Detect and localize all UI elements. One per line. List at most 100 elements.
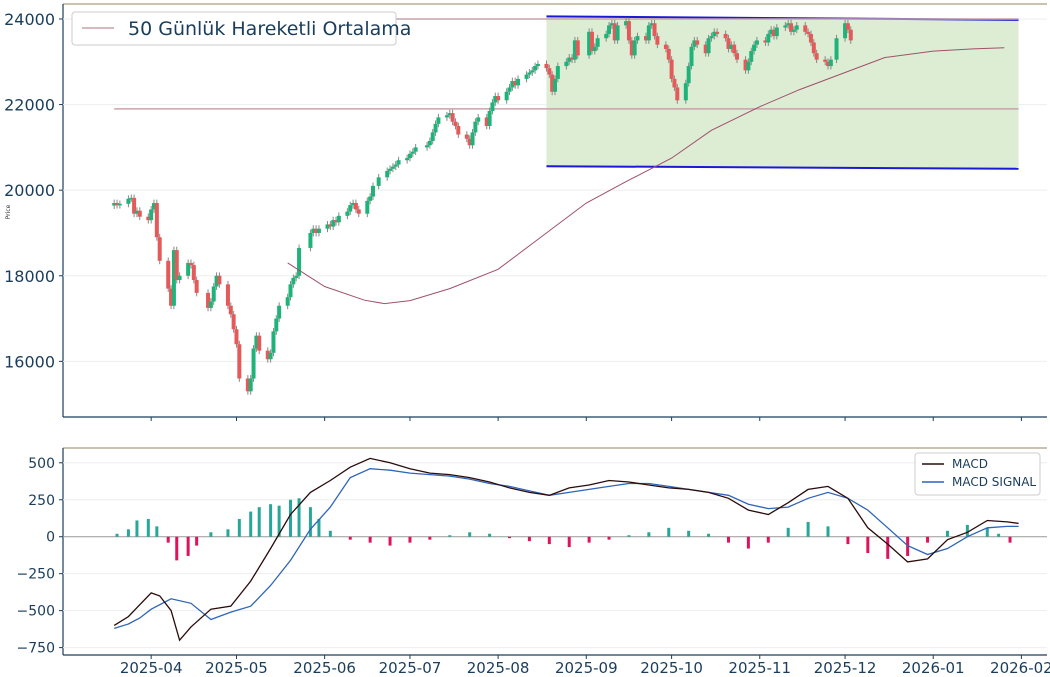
candle-body (612, 23, 617, 41)
candle-body (609, 23, 614, 26)
candle-body (396, 160, 401, 165)
macd-histogram-bar (567, 536, 571, 548)
candle-body (672, 78, 677, 88)
candle-body (169, 288, 174, 306)
candle-body (188, 262, 193, 266)
price-legend-box (71, 11, 397, 46)
candle-body (754, 40, 759, 45)
macd-histogram-bar (866, 536, 870, 553)
candle-body (848, 29, 853, 41)
candle-body (629, 40, 634, 56)
macd-histogram-bar (146, 518, 150, 537)
candle-body (368, 196, 373, 201)
candle-body (348, 205, 353, 212)
macd-histogram-bar (826, 526, 830, 537)
candle-body (351, 203, 356, 206)
macd-line (113, 457, 1019, 642)
price-y-tick-label: 18000 (4, 267, 55, 286)
macd-legend-label-macd: MACD (952, 457, 988, 471)
candle-body (786, 23, 791, 26)
candle-body (572, 40, 577, 60)
macd-y-tick-label: 500 (28, 456, 55, 472)
candle-body (530, 70, 535, 73)
candle-body (228, 305, 233, 315)
candle-body (376, 177, 381, 186)
x-tick-label: 2025-08 (467, 659, 530, 677)
price-y-ticks: 16000 18000 20000 22000 24000 (4, 10, 63, 371)
macd-histogram-bar (428, 536, 432, 540)
candle-body (166, 260, 171, 289)
candle-body (723, 33, 728, 39)
candle-body (425, 145, 430, 148)
macd-y-tick-label: −750 (17, 641, 55, 657)
candle-body (112, 203, 117, 206)
candle-body (265, 350, 270, 360)
candle-body (655, 36, 660, 45)
candle-body (456, 125, 461, 135)
candle-body (504, 91, 509, 101)
price-ylabel: Price (5, 204, 12, 219)
candle-body (388, 168, 393, 171)
candle-body (692, 40, 697, 47)
candle-body (268, 352, 273, 360)
candle-body (547, 68, 552, 75)
candle-body (277, 305, 282, 319)
candle-body (237, 344, 242, 379)
price-y-tick-label: 24000 (4, 10, 55, 29)
candle-body (447, 113, 452, 116)
macd-histogram-bar (269, 504, 273, 537)
macd-histogram-bar (886, 536, 890, 559)
candle-body (587, 31, 592, 56)
candle-body (316, 228, 321, 233)
candle-body (334, 220, 339, 223)
candle-body (211, 286, 216, 302)
candle-body (430, 132, 435, 141)
macd-y-ticks: 500 250 0 −250 −500 −750 (17, 456, 63, 657)
macd-histogram-bar (488, 533, 492, 537)
candle-body (191, 265, 196, 281)
candle-body (331, 220, 336, 227)
price-legend: 50 Günlük Hareketli Ortalama (71, 11, 411, 46)
x-tick-label: 2025-11 (728, 659, 791, 677)
candle-body (134, 210, 139, 214)
macd-histogram-bar (308, 507, 312, 537)
x-tick-label: 2025-09 (555, 659, 618, 677)
macd-signal-line (114, 468, 1019, 630)
candle-body (746, 61, 751, 71)
macd-legend-box (914, 452, 1041, 496)
macd-y-tick-label: −500 (17, 604, 55, 620)
candle-body (328, 224, 333, 227)
candle-body (524, 74, 529, 79)
candle-body (436, 117, 441, 124)
candle-body (527, 72, 532, 75)
price-legend-label: 50 Günlük Hareketli Ortalama (128, 18, 411, 40)
candle-body (274, 318, 279, 332)
macd-histogram-bar (667, 527, 671, 537)
candle-body (490, 102, 495, 111)
x-ticks: 2025-04 2025-05 2025-06 2025-07 2025-08 2025-… (120, 417, 1050, 677)
candle-body (149, 209, 154, 221)
macd-histogram-bar (766, 536, 770, 543)
candle-body (487, 110, 492, 126)
candle-body (715, 31, 720, 34)
candle-body (154, 203, 159, 238)
macd-histogram (115, 498, 1012, 561)
candle-body (632, 40, 637, 56)
macd-histogram-bar (195, 536, 199, 546)
candle-body (803, 25, 808, 32)
candle-body (615, 25, 620, 41)
macd-histogram-bar (997, 533, 1001, 537)
candle-body (194, 280, 199, 293)
candle-body (152, 203, 157, 210)
candle-body (843, 23, 848, 39)
candle-body (345, 211, 350, 216)
candle-body (325, 224, 330, 229)
candle-body (308, 232, 313, 248)
x-tick-label: 2025-04 (120, 659, 183, 677)
macd-histogram-bar (507, 536, 511, 539)
candle-body (285, 297, 290, 306)
candle-body (507, 87, 512, 92)
candle-body (669, 59, 674, 79)
candle-body (129, 197, 134, 200)
candle-body (464, 134, 469, 139)
